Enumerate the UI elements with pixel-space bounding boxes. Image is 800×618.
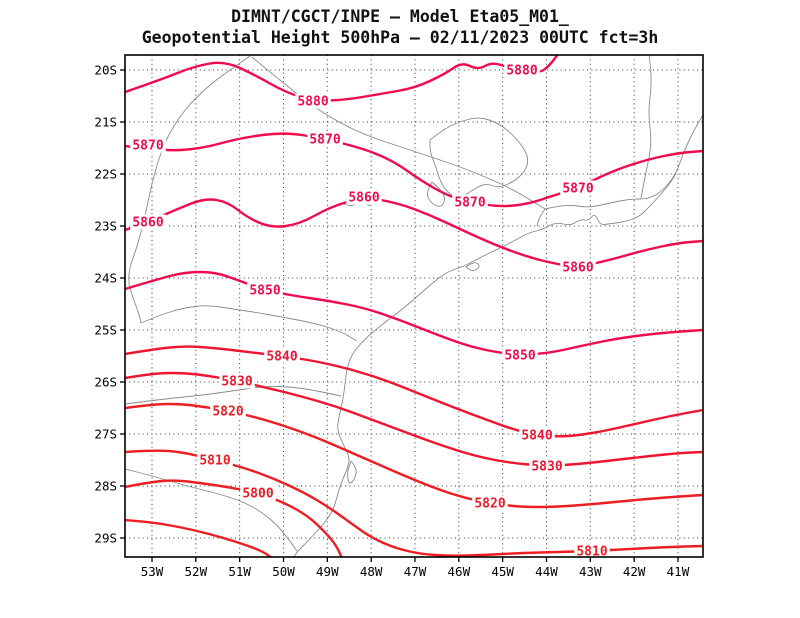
contour-label: 5880 [506,64,537,79]
contour-label: 5860 [348,191,379,206]
map-interior: 5880 5880 5870 5870 5870 5870 5860 5860 5860 5850… [125,55,703,560]
y-tick-label: 27S [94,427,117,442]
x-tick-label: 48W [360,564,383,579]
y-tick-label: 26S [94,375,117,390]
contour-label-bg [210,403,246,419]
x-tick-label: 49W [316,564,339,579]
contour-label: 5850 [504,349,535,364]
contour-label-bg [560,259,596,275]
contour-line-5800 [125,479,343,557]
contour-label-bg [529,458,565,474]
geo-lake-reservoir [429,117,529,198]
contour-label-bg [240,485,276,501]
map-title-line2: Geopotential Height 500hPa — 02/11/2023 … [142,28,659,47]
y-tick-label: 20S [94,63,117,78]
contour-label: 5800 [242,487,273,502]
contour-label: 5820 [474,497,505,512]
contour-label: 5840 [266,350,297,365]
map-drawing: 5880 5880 5870 5870 5870 5870 5860 5860 5860 5850… [94,54,704,579]
contour-label-bg [130,214,166,230]
contour-line-5850 [125,270,703,356]
contour-label-bg [197,452,233,468]
contour-label: 5810 [199,454,230,469]
contour-label: 5840 [521,429,552,444]
contour-label-bg [519,427,555,443]
contour-label-bg [346,189,382,205]
geo-border-rj-sp [536,208,546,227]
contour-line-unlabeled [125,518,273,557]
map-frame [124,54,704,558]
contour-label: 5830 [221,375,252,390]
x-tick-label: 52W [185,564,208,579]
contour-label-bg [295,93,331,109]
contour-label-bg [502,347,538,363]
contour-label: 5820 [212,405,243,420]
x-tick-label: 44W [535,564,558,579]
y-tick-label: 29S [94,531,117,546]
contour-label: 5870 [454,196,485,211]
contour-label-bg [472,495,508,511]
x-tick-label: 47W [404,564,427,579]
contour-label-bg [560,180,596,196]
contour-label: 5850 [249,284,280,299]
map-title-line1: DIMNT/CGCT/INPE — Model Eta05_M01_ [231,7,569,26]
contour-line-5860 [125,197,703,268]
y-tick-label: 25S [94,323,117,338]
x-tick-label: 51W [228,564,251,579]
y-tick-label: 28S [94,479,117,494]
contour-label-bg [247,282,283,298]
contour-label: 5880 [297,95,328,110]
geo-river-parana [128,55,251,324]
contour-line-5870 [125,132,703,208]
contour-label: 5870 [562,182,593,197]
contour-label-bg [307,131,343,147]
y-tick-label: 22S [94,167,117,182]
geo-border-pr-sc [125,385,342,405]
contour-label: 5860 [132,216,163,231]
contour-label: 5860 [562,261,593,276]
y-tick-label: 23S [94,219,117,234]
contour-label: 5810 [576,545,607,560]
contour-label-bg [219,373,255,389]
y-tick-label: 21S [94,115,117,130]
contour-label-bg [130,137,166,153]
x-tick-label: 41W [667,564,690,579]
x-tick-label: 53W [141,564,164,579]
y-tick-label: 24S [94,271,117,286]
x-tick-label: 46W [448,564,471,579]
x-tick-label: 50W [272,564,295,579]
contour-label-bg [574,543,610,557]
contour-line-5840 [125,345,703,438]
contour-label-bg [264,348,300,364]
geo-border-sc-rs [125,468,298,552]
geo-border-mg-rj [544,171,677,210]
contour-line-5880 [125,55,559,102]
contour-label-bg [504,62,540,78]
geo-island-florianopolis [347,460,357,484]
geo-island-ilhabela [465,262,480,272]
x-tick-label: 42W [623,564,646,579]
geo-border-mg-es [640,55,652,199]
contour-label-bg [452,194,488,210]
contour-label: 5870 [309,133,340,148]
geo-border-sp-pr [140,305,358,342]
x-tick-label: 45W [491,564,514,579]
contour-label: 5830 [531,460,562,475]
geo-coastline [293,114,703,557]
contour-label: 5870 [132,139,163,154]
x-tick-label: 43W [579,564,602,579]
